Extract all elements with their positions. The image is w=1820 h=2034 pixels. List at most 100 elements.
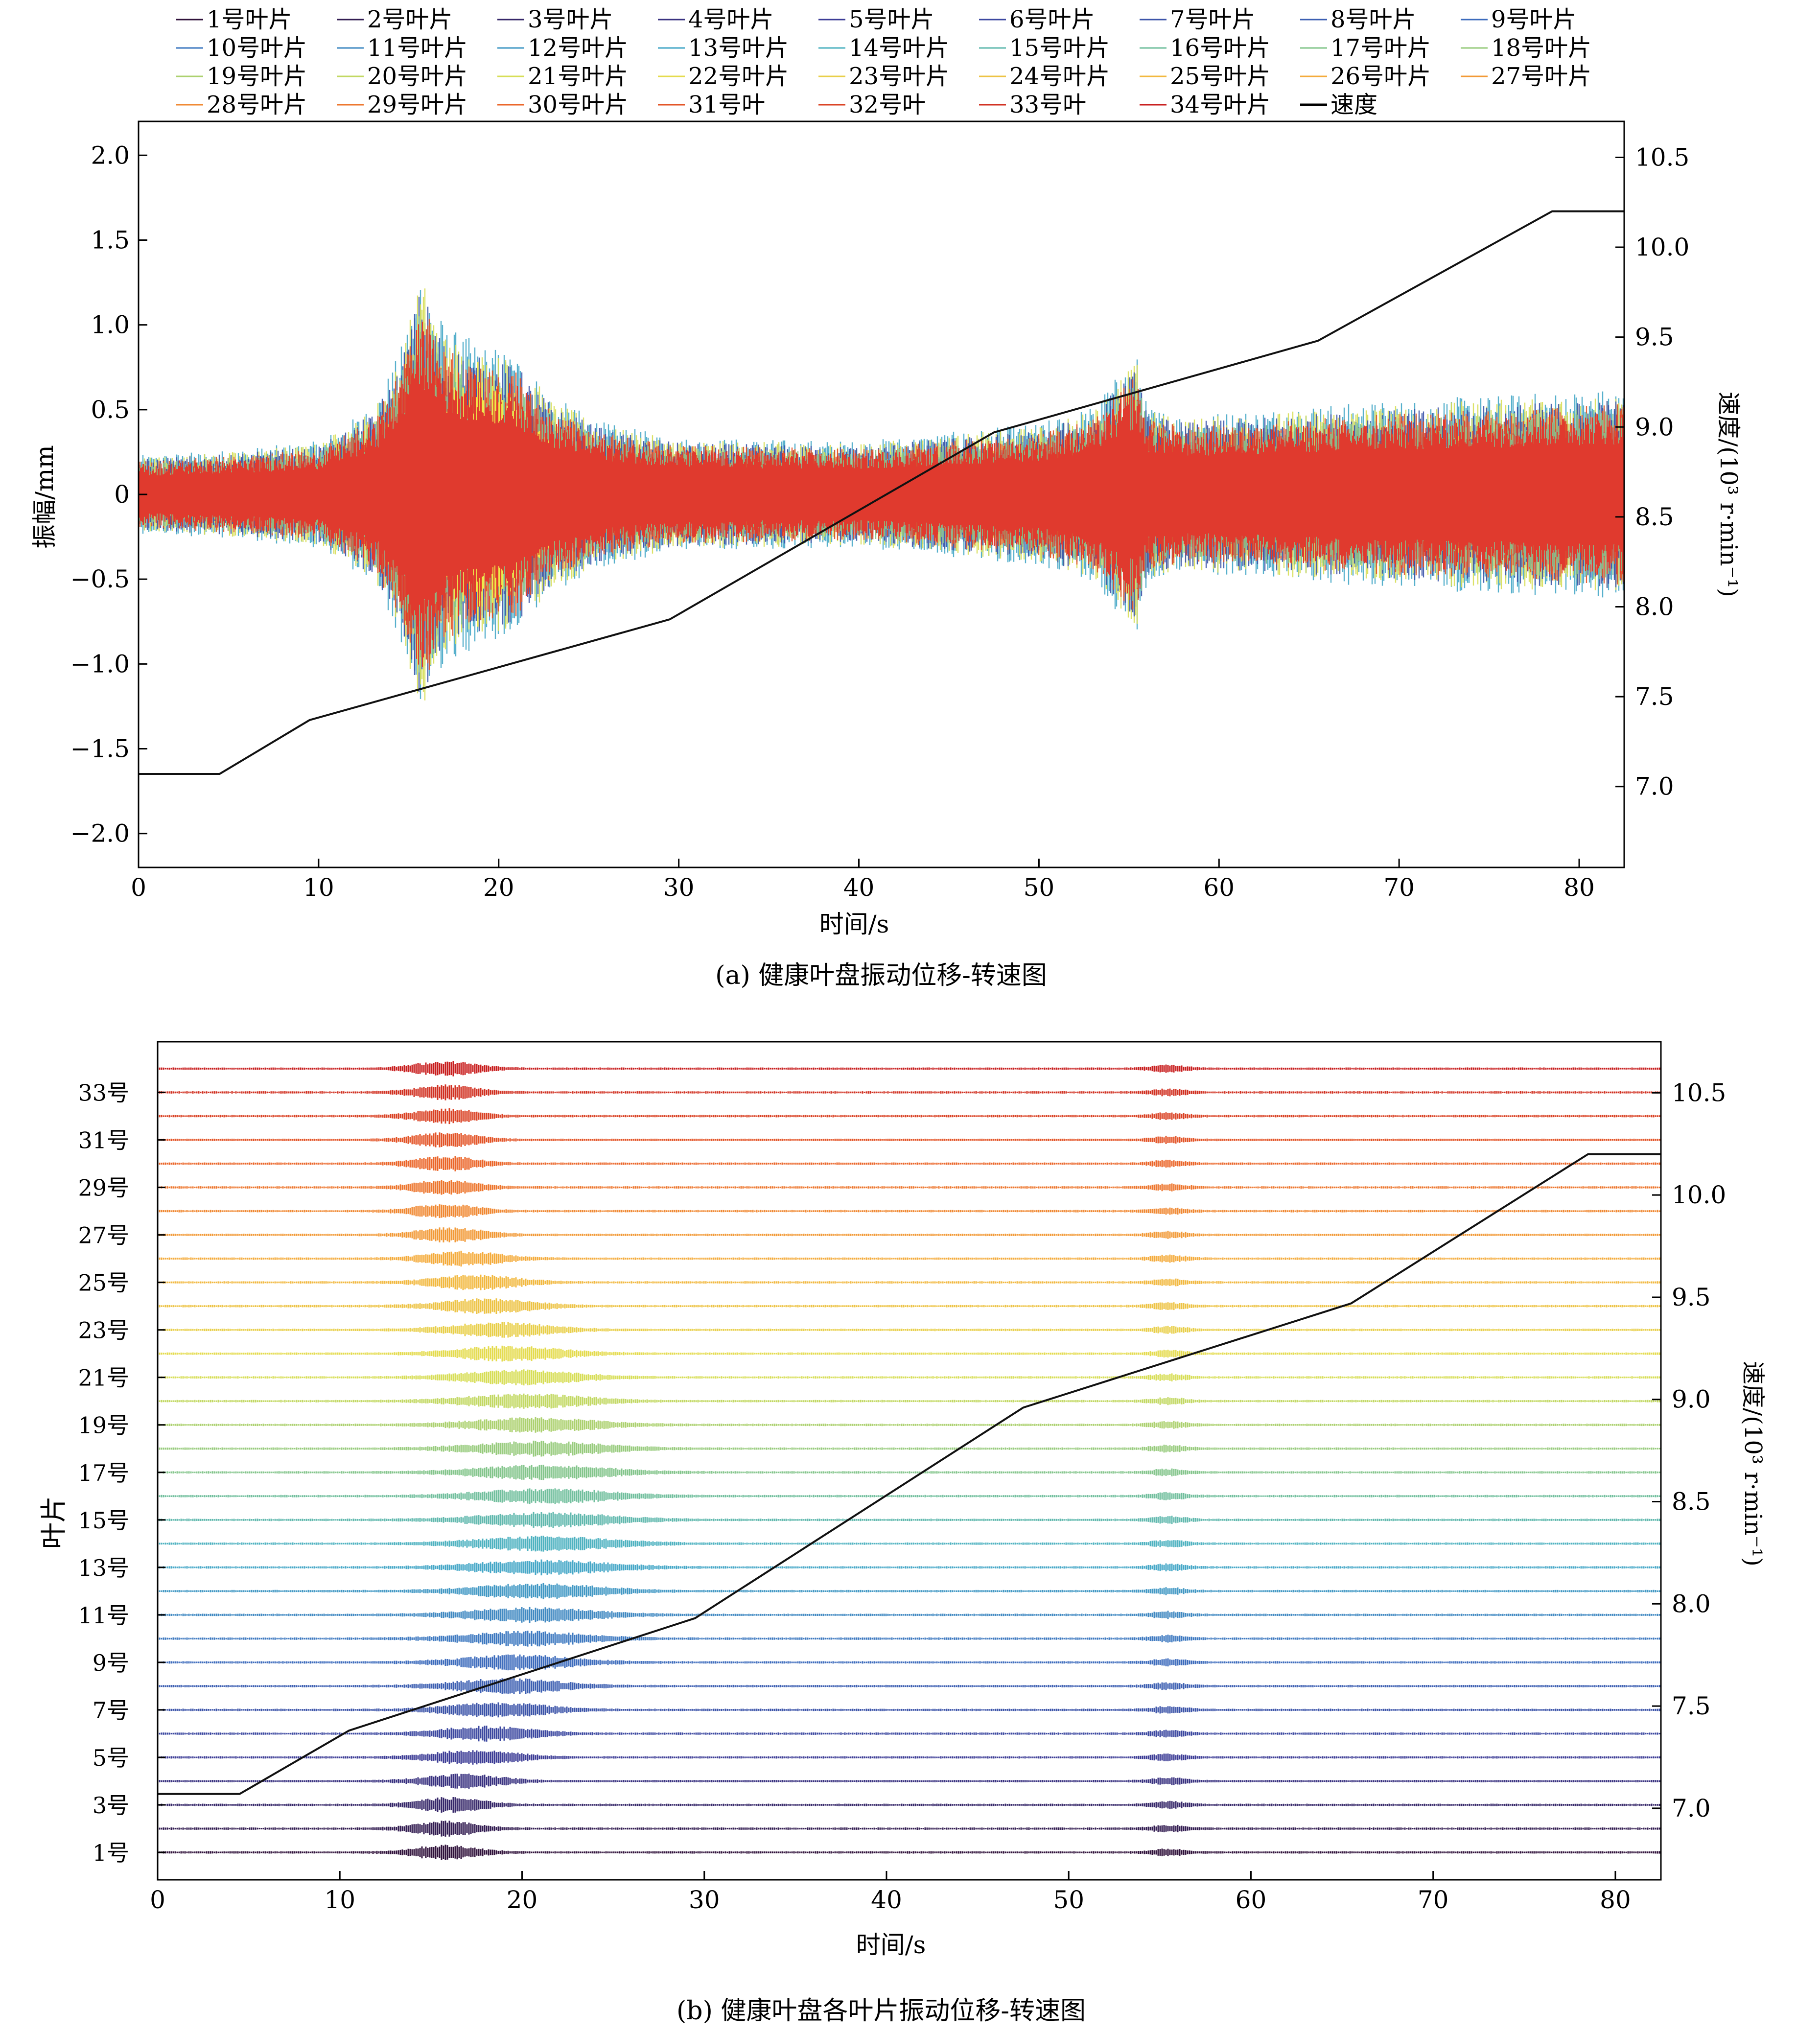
blade-tick-label: 15号 [78,1507,129,1534]
legend-label: 12号叶片 [528,34,628,62]
y2-tick-label: 9.5 [1672,1283,1711,1311]
y2-tick-label: 7.0 [1635,772,1674,801]
chart-b-ylabel: 叶片 [38,1496,69,1549]
x-tick-label: 70 [1418,1886,1449,1914]
legend-label: 11号叶片 [367,34,467,62]
legend-label: 9号叶片 [1491,6,1577,33]
blade-trace-32 [157,1108,1660,1124]
y-tick-label: −1.5 [70,735,130,763]
x-tick-label: 50 [1053,1886,1084,1914]
blade-tick-label: 11号 [78,1602,129,1629]
y2-tick-label: 10.5 [1672,1078,1726,1107]
y2-tick-label: 7.5 [1635,682,1674,711]
legend-label: 28号叶片 [207,91,307,118]
legend-label: 30号叶片 [528,91,628,118]
legend-label: 5号叶片 [849,6,934,33]
blade-trace-28 [157,1204,1660,1218]
blade-trace-21 [157,1369,1660,1386]
legend-label: 6号叶片 [1009,6,1095,33]
blade-trace-5 [157,1750,1660,1765]
x-tick-label: 40 [871,1886,902,1914]
x-tick-label: 10 [303,873,334,902]
caption-a: (a) 健康叶盘振动位移-转速图 [715,961,1047,990]
x-tick-label: 80 [1563,873,1595,902]
blade-tick-label: 19号 [78,1412,129,1439]
legend-label: 20号叶片 [367,63,467,90]
chart-a-speed-line [139,210,1624,775]
legend-label: 29号叶片 [367,91,467,118]
blade-trace-18 [157,1440,1660,1457]
blade-trace-30 [157,1156,1660,1171]
blade-trace-25 [157,1274,1660,1290]
legend-label: 16号叶片 [1170,34,1270,62]
x-tick-label: 70 [1383,873,1415,902]
blade-tick-label: 17号 [78,1460,129,1486]
legend-label: 4号叶片 [688,6,774,33]
blade-trace-11 [157,1607,1660,1623]
speed-line [139,210,1624,775]
blade-tick-label: 29号 [78,1175,129,1201]
blade-tick-label: 33号 [78,1080,129,1106]
y-tick-label: 1.0 [91,311,130,339]
blade-trace-2 [157,1821,1660,1837]
blade-trace-23 [157,1322,1660,1338]
chart-a-y2label: 速度/(10³ r·min⁻¹) [1715,392,1742,597]
y2-tick-label: 10.0 [1672,1181,1726,1209]
chart-b-blade-traces [157,1061,1660,1860]
legend-label: 15号叶片 [1009,34,1110,62]
y-tick-label: −0.5 [70,565,130,593]
blade-trace-1 [157,1845,1660,1860]
blade-trace-8 [157,1678,1660,1694]
y-tick-label: 2.0 [91,141,130,169]
x-tick-label: 80 [1600,1886,1631,1914]
blade-trace-9 [157,1654,1660,1671]
y2-tick-label: 7.0 [1672,1794,1711,1823]
blade-trace-33 [157,1084,1660,1100]
blade-trace-12 [157,1583,1660,1599]
legend-label: 10号叶片 [207,34,307,62]
legend-label: 24号叶片 [1009,63,1110,90]
x-tick-label: 0 [131,873,146,902]
x-tick-label: 50 [1024,873,1055,902]
x-tick-label: 40 [843,873,875,902]
x-tick-label: 60 [1236,1886,1267,1914]
legend-label: 7号叶片 [1170,6,1256,33]
blade-tick-label: 1号 [93,1840,129,1866]
y2-tick-label: 10.5 [1635,143,1689,171]
blade-tick-label: 31号 [78,1127,129,1154]
blade-tick-label: 5号 [93,1745,129,1771]
blade-trace-7 [157,1702,1660,1718]
legend-label: 1号叶片 [207,6,292,33]
speed-line [158,1153,1661,1795]
chart-b-y2label: 速度/(10³ r·min⁻¹) [1739,1361,1767,1566]
blade-tick-label: 7号 [93,1697,129,1724]
blade-trace-4 [157,1774,1660,1789]
blade-trace-10 [157,1631,1660,1647]
chart-a: 0 10 20 30 40 50 60 70 80 −2.0 −1.5 −1.0 −0.5 0 0.5 1.0… [30,120,1742,990]
y2-tick-label: 9.5 [1635,323,1674,351]
blade-tick-label: 23号 [78,1317,129,1344]
legend-label: 速度 [1330,91,1377,118]
x-tick-label: 30 [663,873,695,902]
blade-trace-17 [157,1465,1660,1480]
legend-label: 3号叶片 [528,6,613,33]
legend-label: 33号叶 [1009,91,1086,118]
blade-trace-24 [157,1298,1660,1314]
blade-trace-26 [157,1250,1660,1267]
chart-b: 0 10 20 30 40 50 60 70 80 1号 3号 5号 7号 9号 11号 13号 15号 17号 1… [38,1041,1767,2026]
blade-tick-label: 21号 [78,1365,129,1391]
legend: 1号叶片 2号叶片 3号叶片 4号叶片 5号叶片 6号叶片 7号叶片 8号叶片 9号叶片 10号叶… [176,6,1591,118]
blade-trace-3 [157,1797,1660,1813]
caption-b: (b) 健康叶盘各叶片振动位移-转速图 [677,1996,1086,2026]
y2-tick-label: 8.0 [1635,593,1674,621]
x-tick-label: 60 [1203,873,1235,902]
blade-trace-27 [157,1227,1660,1242]
blade-tick-label: 9号 [93,1650,129,1676]
blade-trace-6 [157,1726,1660,1742]
blade-tick-label: 25号 [78,1270,129,1296]
y2-tick-label: 8.5 [1672,1488,1711,1516]
legend-label: 26号叶片 [1330,63,1431,90]
chart-b-axes: 0 10 20 30 40 50 60 70 80 1号 3号 5号 7号 9号 11号 13号 15号 17号 1… [78,1041,1726,1914]
y2-tick-label: 9.0 [1635,413,1674,441]
